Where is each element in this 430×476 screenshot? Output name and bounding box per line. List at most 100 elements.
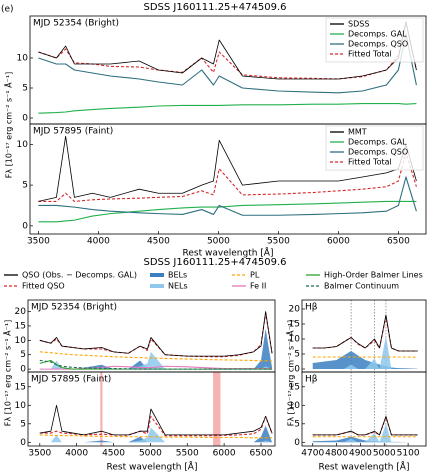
x-tick-label: 6000 [213,449,236,459]
x-tick-label: 4500 [147,237,170,247]
x-tick-label: 5000 [207,237,230,247]
x-tick-label: 4800 [325,449,348,459]
y-tick-label: 0 [294,365,300,375]
line-fill [312,436,418,443]
spectrum-line [39,359,273,370]
spectrum-line [39,415,273,437]
plot-area [39,311,273,370]
legend-label: BELs [168,271,187,280]
legend-swatch [150,273,164,277]
y-tick-label: 0 [20,365,26,375]
spectrum-line [38,151,417,202]
y-tick-label: 20 [15,307,27,317]
y-tick-label: 5 [20,350,26,360]
y-tick-label: 5 [22,84,28,94]
legend-label: Fitted Total [348,158,392,167]
legend-label: Balmer Continuum [324,282,399,291]
spectrum-line [39,365,273,370]
panel-frame [301,371,427,447]
spectrum-line [312,314,418,352]
x-tick-label: 4500 [102,449,125,459]
spectrum-line [39,351,273,362]
x-tick-label: 4700 [301,449,324,459]
legend-label: Fitted QSO [22,282,65,291]
panel-label: (e) [1,5,14,15]
y-axis-label: Fλ [10⁻¹⁷ erg cm⁻² s⁻¹ Å⁻¹] [2,320,13,426]
legend-label: QSO (Obs. − Decomps. GAL) [22,271,137,280]
x-tick-label: 6500 [387,237,410,247]
y-tick-label: 5 [20,419,26,429]
legend-swatch [150,284,164,288]
spectrum-line [312,416,418,436]
spectrum-line [38,176,417,216]
legend-label: High-Order Balmer Lines [324,271,423,280]
x-axis-label: Rest wavelength [Å] [319,461,410,473]
spectrum-line [38,103,417,114]
legend-label: Decomps. GAL [348,138,407,147]
y-axis-label: Fλ [10⁻¹⁷ erg cm⁻² s⁻¹ Å⁻¹] [3,72,14,178]
spectrum-line [38,200,417,223]
line-fill [312,351,418,369]
panel-annotation: Hβ [305,303,318,313]
masked-region [100,372,103,446]
x-tick-label: 3500 [27,237,50,247]
plot-area [39,372,273,446]
y-tick-label: 10 [17,140,29,150]
spectrum-line [312,416,418,436]
legend-label: MMT [348,128,367,137]
y-tick-label: 20 [289,305,301,315]
x-tick-label: 5100 [397,449,420,459]
x-axis-label: Rest wavelength [Å] [107,461,198,473]
spectrum-line [39,311,273,357]
y-tick-label: 0 [22,114,28,124]
y-tick-label: 10 [289,401,301,411]
y-tick-label: 0 [294,438,300,448]
y-tick-label: 0 [22,221,28,231]
legend-label: PL [250,271,260,280]
chart-title: SDSS J160111.25+474509.6 [143,2,286,13]
x-tick-label: 6000 [327,237,350,247]
y-tick-label: 15 [289,382,300,392]
spectrum-line [312,315,418,352]
line-fill [39,351,273,370]
y-tick-label: 15 [15,382,26,392]
x-tick-label: 3500 [28,449,51,459]
spectrum-line [39,312,273,358]
spectrum-line [39,359,273,370]
line-fill [39,427,273,443]
legend-box [325,125,424,171]
chart-title: SDSS J160111.25+474509.6 [143,257,286,268]
y-tick-label: 5 [294,419,300,429]
panel-annotation: MJD 57895 (Faint) [33,127,113,137]
panel-annotation: MJD 52354 (Bright) [33,19,119,29]
legend-label: Decomps. QSO [348,40,408,49]
x-tick-label: 5500 [267,237,290,247]
y-tick-label: 10 [15,401,27,411]
x-tick-label: 4900 [349,449,372,459]
plot-area [312,300,418,372]
legend-label: Decomps. GAL [348,30,407,39]
x-tick-label: 5000 [139,449,162,459]
legend-label: Decomps. QSO [348,148,408,157]
spectrum-line [38,33,417,94]
y-tick-label: 5 [22,181,28,191]
y-tick-label: 15 [289,320,300,330]
masked-region [213,372,221,446]
panel-annotation: Hβ [305,375,318,385]
y-axis-label: Fλ [10⁻¹⁷ erg cm⁻² s⁻¹ Å⁻¹] [285,320,296,426]
x-tick-label: 4000 [65,449,88,459]
panel-annotation: MJD 57895 (Faint) [31,375,111,385]
spectrum-line [38,21,417,80]
plot-area [312,372,418,446]
plot-area [38,135,417,223]
legend-label: Fe II [250,282,266,291]
x-axis-label: Rest wavelength [Å] [183,247,274,259]
legend-label: Fitted Total [348,50,392,59]
y-tick-label: 0 [20,438,26,448]
spectrum-line [39,434,273,439]
y-tick-label: 10 [17,54,29,64]
panel-frame [27,371,276,447]
x-tick-label: 6500 [250,449,273,459]
y-tick-label: 15 [15,321,26,331]
y-tick-label: 10 [289,335,301,345]
